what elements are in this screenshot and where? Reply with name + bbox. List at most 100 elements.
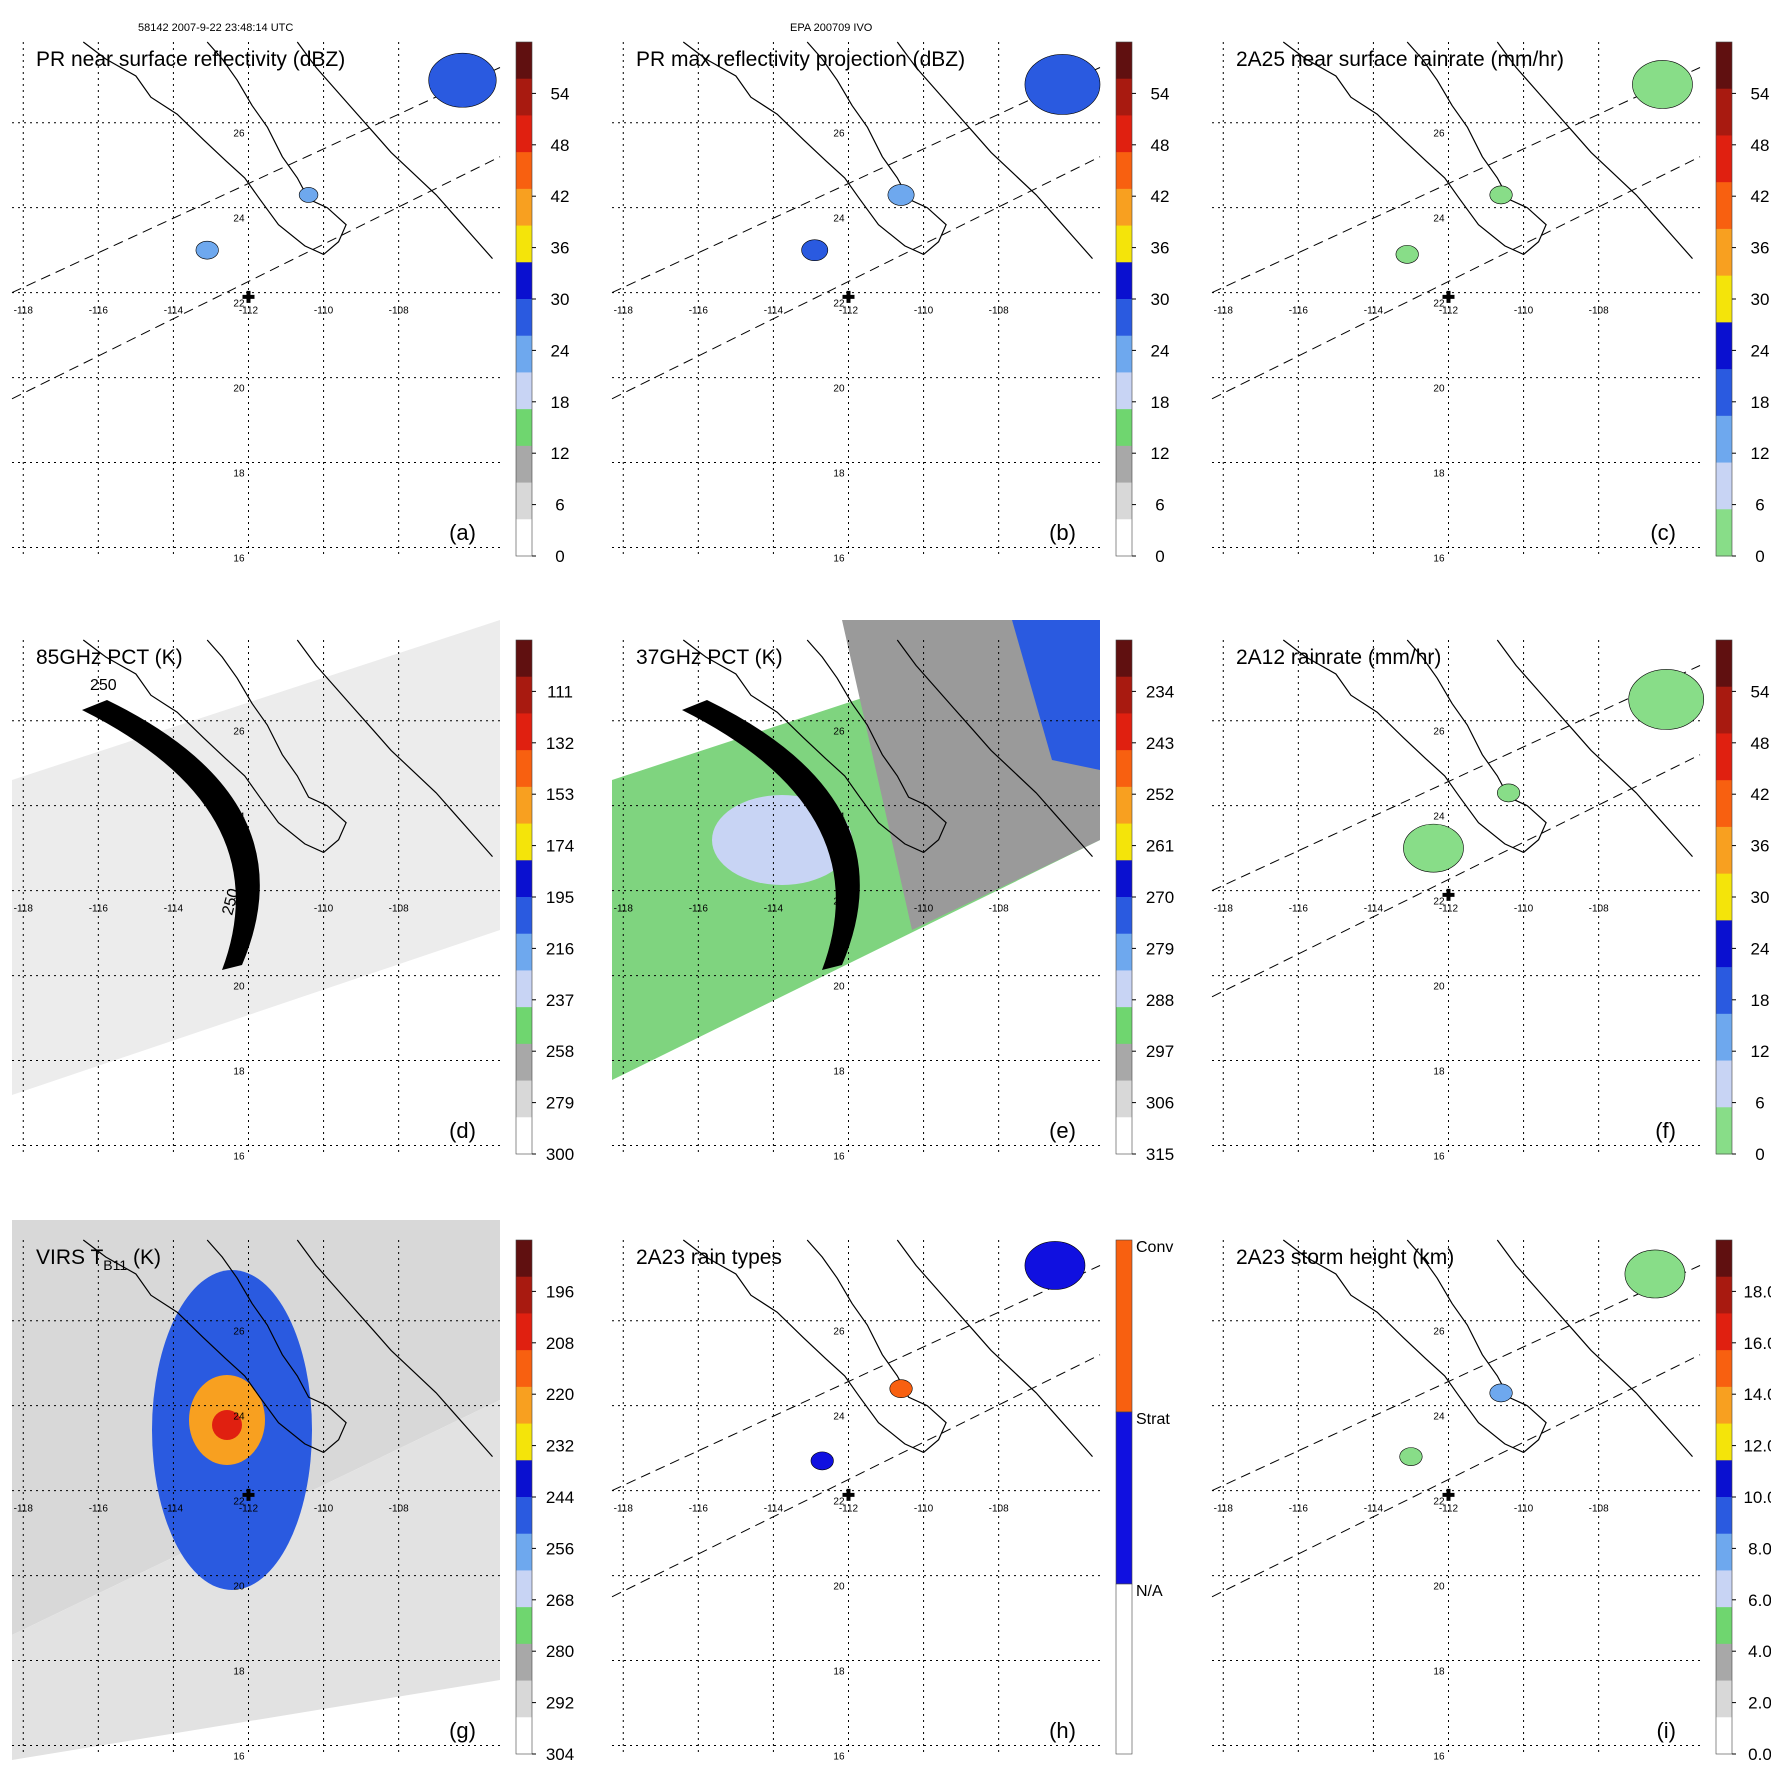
colorbar-segment <box>1716 228 1732 277</box>
lon-tick-label: -108 <box>389 306 409 317</box>
colorbar-segment <box>1716 42 1732 90</box>
baja-coastline <box>682 1239 947 1454</box>
scan-edge-arc <box>682 700 860 970</box>
lat-tick-label: 26 <box>1433 1327 1445 1338</box>
colorbar-segment <box>1116 409 1132 447</box>
colorbar-tick-label: 54 <box>1151 84 1170 103</box>
lon-tick-label: -118 <box>614 904 634 915</box>
colorbar-tick-label: 306 <box>1146 1094 1174 1113</box>
precip-cell <box>889 1379 913 1398</box>
colorbar-segment <box>1716 275 1732 323</box>
lon-tick-label: -112 <box>1439 306 1459 317</box>
colorbar-segment <box>516 225 532 263</box>
lat-tick-label: 24 <box>833 214 845 225</box>
lon-tick-label: -116 <box>689 904 709 915</box>
lat-tick-label: 24 <box>833 812 845 823</box>
precip-cell <box>1403 823 1464 873</box>
colorbar-tick-label: 6 <box>1755 496 1764 515</box>
colorbar-segment <box>516 1313 532 1351</box>
colorbar-segment <box>516 152 532 190</box>
lat-tick-label: 20 <box>833 982 845 993</box>
colorbar-segment <box>1115 1583 1133 1755</box>
colorbar-segment <box>1716 873 1732 921</box>
lon-tick-label: -112 <box>239 306 259 317</box>
swath-edge-2 <box>11 156 501 400</box>
colorbar-tick-label: 174 <box>546 837 574 856</box>
panel-label: (c) <box>1650 520 1676 545</box>
scan-edge-arc <box>82 700 260 970</box>
virs-coldest-core <box>212 1410 242 1440</box>
precip-cell <box>298 187 319 203</box>
colorbar-tick-label: 292 <box>546 1694 574 1713</box>
lon-tick-label: -108 <box>389 1504 409 1515</box>
colorbar-segment <box>516 445 532 484</box>
precip-cell <box>1489 185 1513 205</box>
colorbar-tick-label: 0.0 <box>1748 1745 1771 1764</box>
colorbar-tick-label: 30 <box>1151 290 1170 309</box>
colorbar-segment <box>1116 299 1132 337</box>
lat-tick-label: 16 <box>233 1152 245 1163</box>
panel-b: -118 -116 -114 -112 -110 -108 26 24 22 20 18 16 PR m… <box>611 41 1170 566</box>
colorbar-segment <box>516 335 532 373</box>
lon-tick-label: -114 <box>164 904 184 915</box>
panel-h: -118 -116 -114 -112 -110 -108 26 24 22 20 18 16 2A23… <box>611 1239 1173 1763</box>
colorbar-segment <box>516 1460 532 1498</box>
colorbar-segment <box>1716 1607 1732 1645</box>
colorbar-tick-label: 24 <box>1151 341 1170 360</box>
colorbar-segment <box>1716 1497 1732 1535</box>
colorbar-tick-label: 0 <box>1755 547 1764 566</box>
colorbar-segment <box>516 640 532 678</box>
colorbar-tick-label: 232 <box>546 1437 574 1456</box>
lat-tick-label: 20 <box>1433 1582 1445 1593</box>
colorbar-segment <box>516 860 532 898</box>
lat-tick-label: 22 <box>233 897 245 908</box>
colorbar-tick-label: 18 <box>551 393 570 412</box>
colorbar: 196 208 220 232 244 256 268 280 292 304 <box>515 1239 574 1764</box>
colorbar-segment <box>516 42 532 80</box>
colorbar-tick-label: 42 <box>1151 187 1170 206</box>
colorbar-segment <box>1716 1013 1732 1062</box>
lon-tick-label: -112 <box>839 1504 859 1515</box>
lon-tick-label: -118 <box>614 1504 634 1515</box>
colorbar: 111 132 153 174 195 216 237 258 279 300 <box>515 639 574 1164</box>
colorbar-segment <box>516 1240 532 1278</box>
colorbar-segment <box>1116 42 1132 80</box>
colorbar-tick-label: 4.0 <box>1748 1642 1771 1661</box>
colorbar-segment <box>516 1423 532 1461</box>
lat-tick-label: 20 <box>233 982 245 993</box>
lon-tick-label: -116 <box>89 1504 109 1515</box>
lon-tick-label: -108 <box>989 904 1009 915</box>
colorbar-segment <box>516 676 532 714</box>
lon-tick-label: -108 <box>1589 904 1609 915</box>
lon-tick-label: -114 <box>1364 306 1384 317</box>
colorbar-segment <box>516 823 532 861</box>
colorbar-tick-label: 10.0 <box>1743 1488 1771 1507</box>
colorbar-tick-label: 24 <box>551 341 570 360</box>
colorbar-tick-label: 36 <box>1751 837 1770 856</box>
lon-tick-label: -118 <box>14 1504 34 1515</box>
mainland-coastline <box>1496 639 1693 857</box>
lat-tick-label: 16 <box>1433 1752 1445 1763</box>
colorbar: 54 48 42 36 30 24 18 12 6 0 <box>1715 639 1770 1164</box>
colorbar-segment <box>516 1350 532 1388</box>
baja-coastline <box>1282 639 1547 854</box>
lat-tick-label: 24 <box>233 214 245 225</box>
swath-edge-2 <box>1211 754 1701 998</box>
colorbar-tick-label: 48 <box>1151 136 1170 155</box>
colorbar-segment <box>516 1276 532 1314</box>
storm-center-marker <box>842 888 855 901</box>
lon-tick-label: -112 <box>239 1504 259 1515</box>
lon-tick-label: -112 <box>839 904 859 915</box>
lon-tick-label: -110 <box>1514 1504 1534 1515</box>
colorbar-tick-label: 36 <box>551 239 570 258</box>
colorbar-segment <box>516 482 532 520</box>
baja-coastline <box>82 1239 347 1454</box>
colorbar-segment <box>516 713 532 751</box>
colorbar-segment <box>516 409 532 447</box>
lat-tick-label: 26 <box>1433 727 1445 738</box>
lat-tick-label: 24 <box>233 1412 245 1423</box>
lon-tick-label: -114 <box>164 306 184 317</box>
colorbar-segment <box>1116 188 1132 227</box>
colorbar-segment <box>1716 1276 1732 1314</box>
